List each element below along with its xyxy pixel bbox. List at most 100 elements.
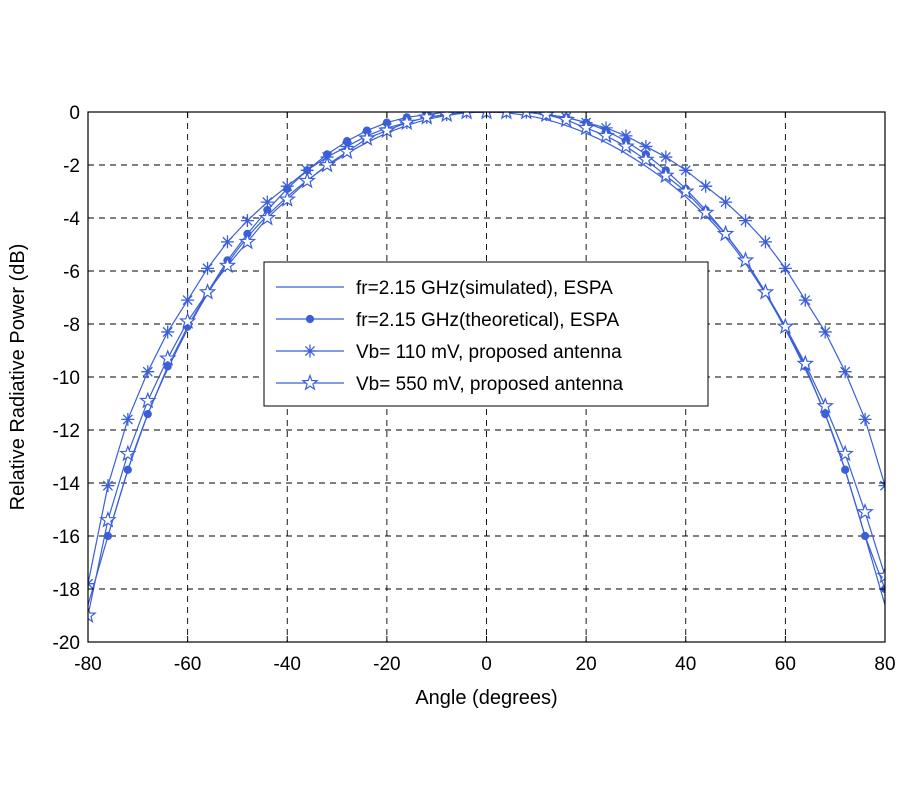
data-point-star	[736, 251, 755, 268]
data-point-star	[298, 171, 316, 189]
x-tick-label: -40	[274, 654, 301, 675]
data-point-star	[816, 396, 835, 414]
data-point-asterisk	[758, 235, 772, 249]
data-point-star	[119, 444, 137, 462]
data-point-asterisk	[739, 214, 753, 228]
y-tick-label: -16	[53, 527, 80, 548]
y-tick-label: -6	[63, 262, 80, 283]
data-point-dot	[841, 465, 850, 474]
y-tick-label: 0	[69, 103, 80, 124]
axis-ticks: -80 -60 -40 -20 0 20 40 60 80 0 -2 -4 -6 -8 -10 -12 -14 -…	[53, 103, 896, 675]
data-point-star	[696, 203, 715, 221]
data-point-asterisk	[679, 163, 693, 177]
data-point-asterisk	[181, 293, 195, 307]
plot-series	[88, 112, 885, 623]
data-point-star	[218, 256, 237, 274]
data-point-star	[520, 112, 532, 120]
x-tick-label: -60	[174, 654, 201, 675]
data-point-star	[178, 312, 197, 329]
y-tick-label: -4	[63, 209, 80, 230]
y-tick-label: -10	[53, 368, 80, 389]
legend: fr=2.15 GHz(simulated), ESPA fr=2.15 GHz(…	[263, 261, 709, 407]
data-point-star	[99, 510, 117, 528]
data-point-star	[158, 349, 177, 366]
data-point-star	[138, 391, 157, 409]
y-tick-label: -14	[53, 474, 81, 495]
data-point-asterisk	[280, 179, 294, 193]
data-point-star	[238, 232, 257, 250]
data-point-star	[637, 150, 655, 168]
data-point-asterisk	[240, 214, 254, 228]
data-point-asterisk	[161, 325, 175, 339]
data-point-star	[258, 208, 277, 226]
data-point-asterisk	[101, 479, 115, 493]
data-point-asterisk	[141, 365, 155, 379]
legend-label: fr=2.15 GHz(theoretical), ESPA	[356, 310, 619, 331]
data-point-asterisk	[719, 195, 733, 209]
data-point-asterisk	[798, 293, 812, 307]
series-4	[88, 112, 885, 623]
data-point-star	[318, 155, 336, 173]
legend-label: Vb= 110 mV, proposed antenna	[356, 342, 622, 363]
legend-entry: Vb= 110 mV, proposed antenna	[276, 342, 622, 363]
data-point-star	[876, 566, 885, 584]
data-point-star	[378, 121, 396, 139]
y-axis-label: Relative Radiative Power (dB)	[7, 244, 29, 511]
data-point-asterisk	[778, 261, 792, 275]
data-point-star	[756, 282, 775, 300]
data-point-star	[676, 182, 695, 199]
y-tick-label: -2	[63, 156, 80, 177]
legend-label: Vb= 550 mV, proposed antenna	[356, 374, 624, 395]
data-point-asterisk	[201, 261, 215, 275]
data-point-asterisk	[220, 235, 234, 249]
data-point-dot	[123, 465, 132, 474]
data-point-star	[278, 190, 297, 207]
data-point-dot	[143, 410, 152, 419]
x-tick-label: 0	[481, 654, 492, 675]
data-point-star	[88, 606, 97, 623]
legend-marker	[305, 314, 315, 324]
data-point-asterisk	[659, 150, 673, 164]
data-point-asterisk	[699, 179, 713, 193]
data-point-dot	[860, 531, 870, 541]
data-point-star	[417, 112, 436, 125]
data-point-asterisk	[300, 163, 314, 177]
x-tick-label: -20	[373, 654, 400, 675]
legend-entry: fr=2.15 GHz(theoretical), ESPA	[276, 310, 619, 331]
series-line	[88, 112, 885, 616]
data-point-asterisk	[838, 365, 852, 379]
data-point-star	[461, 112, 473, 120]
data-point-asterisk	[619, 129, 633, 143]
data-point-star	[557, 112, 575, 128]
x-tick-label: 60	[775, 654, 796, 675]
data-point-star	[398, 113, 416, 131]
data-point-asterisk	[121, 412, 135, 426]
legend-box	[263, 261, 709, 407]
data-point-star	[198, 282, 217, 300]
series-3	[88, 112, 885, 591]
data-point-star	[597, 126, 615, 144]
y-tick-label: -20	[53, 633, 80, 654]
legend-entry: fr=2.15 GHz(simulated), ESPA	[276, 278, 613, 299]
x-tick-label: 20	[576, 654, 597, 675]
legend-label: fr=2.15 GHz(simulated), ESPA	[356, 278, 613, 299]
data-point-asterisk	[858, 412, 872, 426]
data-point-star	[776, 317, 795, 335]
data-point-star	[716, 224, 735, 242]
data-point-star	[617, 137, 635, 154]
x-tick-label: 80	[874, 654, 895, 675]
legend-entry: Vb= 550 mV, proposed antenna	[276, 373, 624, 395]
legend-marker	[301, 373, 319, 391]
data-point-star	[856, 502, 874, 520]
data-point-star	[338, 142, 356, 160]
series-line	[88, 112, 885, 584]
y-tick-label: -8	[63, 315, 80, 336]
data-point-star	[500, 112, 512, 120]
x-tick-label: 40	[675, 654, 696, 675]
data-point-asterisk	[260, 195, 274, 209]
data-point-asterisk	[639, 139, 653, 153]
data-point-star	[358, 129, 376, 146]
data-point-asterisk	[818, 325, 832, 339]
y-tick-label: -18	[53, 580, 80, 601]
